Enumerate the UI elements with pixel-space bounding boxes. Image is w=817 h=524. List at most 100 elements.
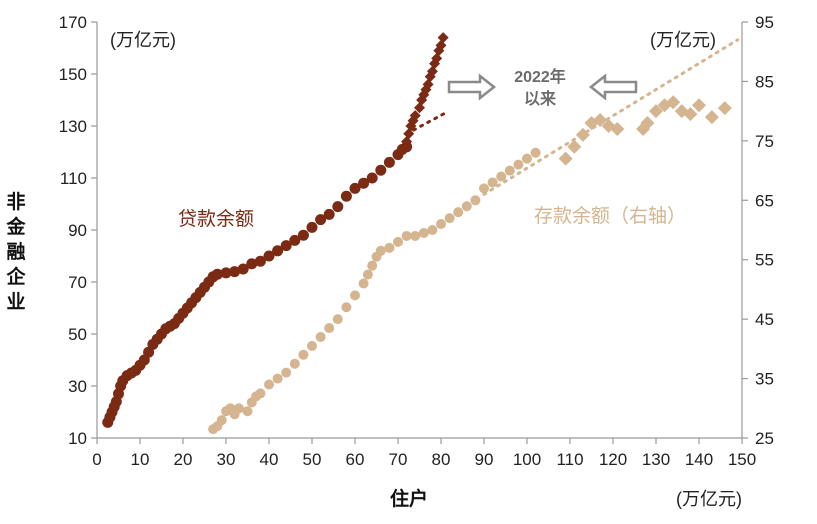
y-right-tick-label: 25 <box>755 429 774 448</box>
data-point <box>340 190 352 202</box>
data-point <box>470 195 481 206</box>
y-left-tick-label: 150 <box>59 65 87 84</box>
data-point <box>281 367 292 378</box>
y-left-tick-label: 170 <box>59 13 87 32</box>
y-unit-right: (万亿元) <box>650 30 716 50</box>
data-point <box>487 177 498 188</box>
y-right-tick-label: 75 <box>755 132 774 151</box>
data-point <box>522 153 532 164</box>
data-point <box>332 201 344 213</box>
data-point <box>272 373 283 384</box>
y-left-tick-label: 10 <box>68 429 87 448</box>
x-tick-label: 70 <box>389 450 408 469</box>
data-point-diamond <box>431 52 443 64</box>
data-point <box>289 358 300 369</box>
x-tick-label: 140 <box>685 450 713 469</box>
x-tick-label: 90 <box>475 450 494 469</box>
x-tick-label: 50 <box>303 450 322 469</box>
x-tick-label: 130 <box>642 450 670 469</box>
data-point <box>289 234 301 246</box>
data-point <box>418 227 429 238</box>
series-layer <box>102 32 740 435</box>
y-left-tick-label: 70 <box>68 273 87 292</box>
data-point-diamond <box>636 121 651 136</box>
y-left-tick-label: 30 <box>68 377 87 396</box>
data-point <box>298 349 309 360</box>
x-tick-label: 30 <box>217 450 236 469</box>
x-tick-label: 120 <box>599 450 627 469</box>
data-point <box>297 229 309 241</box>
data-point <box>530 147 541 158</box>
data-point <box>383 156 395 168</box>
data-point-diamond <box>558 151 573 166</box>
data-point-diamond <box>692 98 706 113</box>
arrow-left-icon <box>588 73 638 101</box>
data-point <box>323 208 335 220</box>
data-point <box>229 266 241 278</box>
data-point <box>220 267 232 279</box>
data-point <box>246 258 258 270</box>
x-tick-label: 10 <box>131 450 150 469</box>
data-point <box>349 182 361 194</box>
y-axis-right-ticks: 25 35 45 55 65 75 85 95 <box>742 13 774 448</box>
data-point-diamond <box>610 121 625 136</box>
data-point-diamond <box>567 139 582 154</box>
data-point <box>315 331 326 342</box>
data-point-diamond <box>435 39 447 51</box>
data-point-diamond <box>683 107 698 122</box>
annotation-line-1: 2022年 <box>514 67 566 86</box>
y-left-tick-label: 110 <box>60 169 87 188</box>
data-point <box>307 340 317 351</box>
data-point <box>255 388 266 399</box>
data-point-diamond <box>414 102 425 114</box>
y-left-tick-label: 50 <box>68 325 87 344</box>
x-tick-label: 110 <box>556 450 583 469</box>
data-point-diamond <box>666 95 681 110</box>
data-point <box>358 278 369 289</box>
series-5 <box>482 38 740 196</box>
x-tick-label: 150 <box>728 450 756 469</box>
data-point <box>444 213 455 224</box>
data-point <box>427 225 438 235</box>
data-point <box>216 415 227 426</box>
data-point <box>306 221 318 233</box>
data-point <box>504 165 515 176</box>
data-point <box>324 323 335 334</box>
x-tick-label: 40 <box>260 450 279 469</box>
x-unit: (万亿元) <box>676 489 742 509</box>
data-point-diamond <box>640 116 655 131</box>
series-3 <box>208 147 541 435</box>
y-right-tick-label: 35 <box>755 370 774 389</box>
y-right-tick-label: 65 <box>755 191 774 210</box>
series-2 <box>405 111 447 136</box>
annotation-2022: 2022年 以来 <box>447 67 638 108</box>
data-point <box>375 245 386 256</box>
x-tick-label: 100 <box>513 450 541 469</box>
y-right-tick-label: 95 <box>755 13 774 32</box>
y-axis-title: 非金融企业 <box>5 191 26 313</box>
y-left-tick-label: 130 <box>59 117 87 136</box>
data-point-diamond <box>704 110 719 125</box>
data-point <box>242 406 253 417</box>
y-axis-left-ticks: 10 30 50 70 90 110 130 150 170 <box>59 13 97 448</box>
arrow-right-icon <box>447 73 497 101</box>
data-point <box>479 183 489 194</box>
data-point-diamond <box>401 136 413 148</box>
data-point <box>375 164 387 176</box>
data-point <box>410 230 421 241</box>
x-tick-label: 0 <box>92 450 101 469</box>
y-right-tick-label: 45 <box>755 310 774 329</box>
svg-text:非金融企业: 非金融企业 <box>5 191 26 313</box>
data-point <box>272 245 284 257</box>
data-point <box>362 269 373 280</box>
x-tick-label: 60 <box>346 450 365 469</box>
data-point <box>496 171 507 182</box>
x-axis-ticks: 0 10 20 30 40 50 60 70 80 90 100 110 120 130 140 150 <box>92 438 756 469</box>
series-label-loan: 贷款余额 <box>178 208 254 230</box>
data-point <box>315 214 327 226</box>
data-point-diamond <box>422 78 434 90</box>
data-point <box>237 263 249 275</box>
trend-line <box>482 38 740 196</box>
data-point <box>332 314 343 325</box>
